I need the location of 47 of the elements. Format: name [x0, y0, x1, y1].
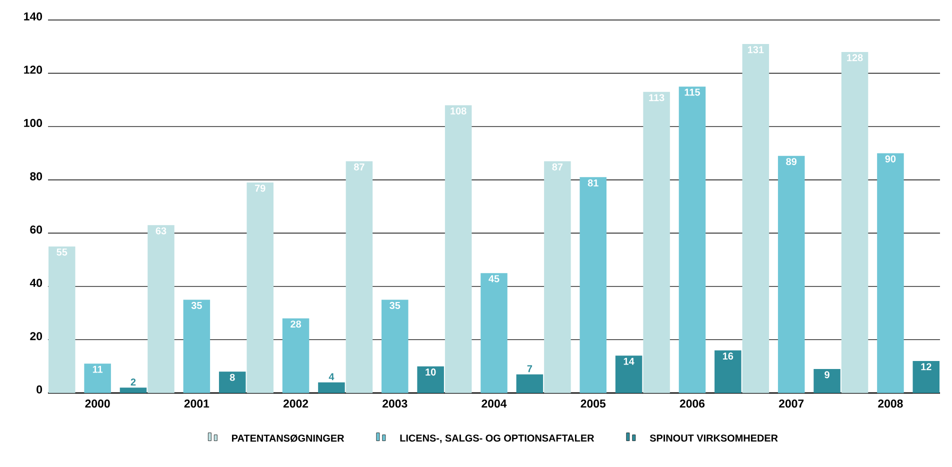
data-label: 7 [527, 365, 532, 372]
data-label: 55 [56, 248, 68, 256]
legend-label: LICENS-, SALGS- OG OPTIONSAFTALER [400, 434, 594, 444]
data-label: 81 [588, 179, 598, 186]
y-tick-label: 20 [30, 332, 42, 340]
data-label: 12 [921, 363, 932, 370]
data-label: 35 [390, 302, 400, 309]
data-label: 79 [254, 184, 266, 192]
x-tick-label: 2003 [382, 400, 408, 408]
data-label: 108 [450, 107, 466, 114]
y-tick-label: 0 [36, 385, 42, 394]
y-tick-label: 60 [30, 225, 42, 234]
data-label: 35 [191, 302, 202, 309]
data-label: 11 [92, 366, 103, 373]
data-label: 14 [624, 358, 634, 365]
data-label: 2 [130, 378, 136, 386]
x-tick-label: 2006 [680, 400, 705, 408]
data-label: 10 [426, 368, 436, 376]
y-tick-label: 40 [30, 278, 42, 287]
data-label: 28 [290, 320, 302, 328]
x-tick-label: 2005 [580, 400, 606, 408]
x-tick-label: 2007 [778, 400, 804, 408]
x-tick-label: 2004 [482, 400, 507, 408]
data-label: 63 [156, 227, 166, 234]
y-tick-label: 80 [30, 172, 42, 180]
data-label: 45 [488, 275, 500, 282]
data-label: 4 [328, 373, 334, 380]
x-tick-label: 2000 [85, 400, 110, 408]
x-tick-label: 2008 [878, 400, 903, 408]
data-label: 9 [824, 371, 830, 378]
y-tick-label: 140 [24, 12, 42, 20]
data-label: 87 [354, 163, 364, 170]
data-label: 90 [885, 155, 896, 162]
data-label: 131 [748, 46, 764, 54]
data-label: 113 [649, 94, 664, 102]
x-tick-label: 2001 [184, 400, 210, 408]
data-label: 115 [684, 88, 700, 96]
y-tick-label: 100 [24, 118, 42, 128]
x-tick-label: 2002 [283, 400, 308, 408]
data-label: 128 [847, 54, 863, 62]
data-label: 87 [552, 163, 563, 170]
legend-label: PATENTANSØGNINGER [232, 434, 344, 442]
y-tick-label: 120 [24, 66, 42, 74]
legend-label: SPINOUT VIRKSOMHEDER [650, 434, 778, 442]
data-label: 8 [230, 374, 235, 381]
data-label: 16 [722, 352, 734, 360]
data-label: 89 [786, 158, 797, 166]
